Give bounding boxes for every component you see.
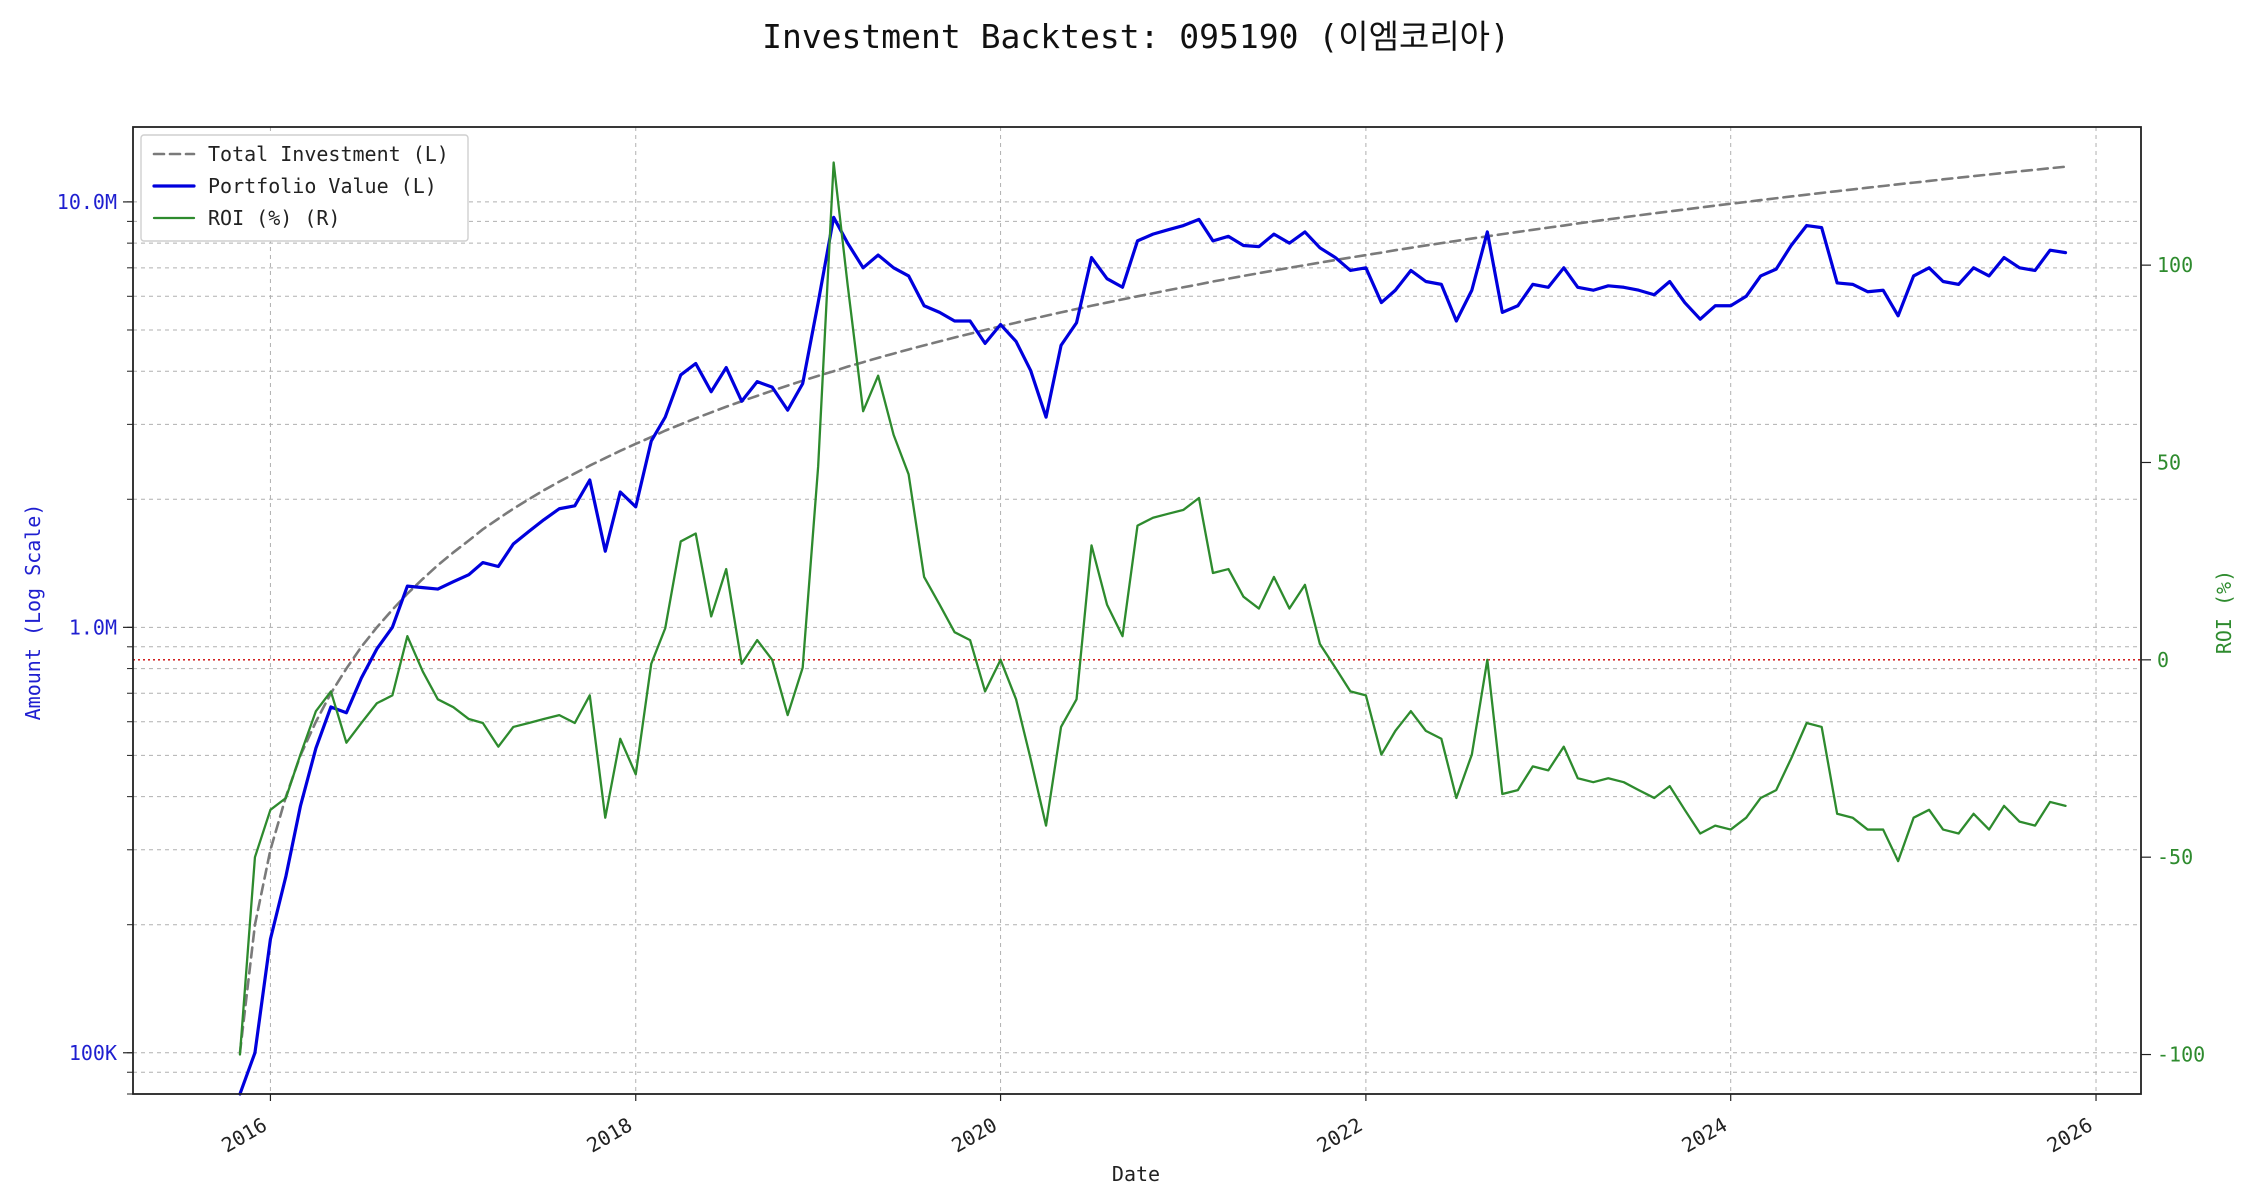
total-investment-line xyxy=(238,165,2067,1055)
legend-layer: Total Investment (L) Portfolio Value (L) R… xyxy=(140,134,469,242)
series-layer xyxy=(133,161,2141,1096)
right-tick-label: 50 xyxy=(2157,450,2181,474)
legend-box xyxy=(140,134,469,242)
axis-layer: 2016 2018 2020 2022 2024 2026100K1.0M10.0M-10… xyxy=(57,190,2205,1158)
legend-roi-label: ROI (%) (R) xyxy=(208,206,340,230)
right-tick-label: -50 xyxy=(2157,845,2193,869)
roi-line xyxy=(238,161,2067,1056)
left-tick-label: 1.0M xyxy=(69,615,117,639)
left-tick-label: 100K xyxy=(69,1041,117,1065)
right-tick-label: -100 xyxy=(2157,1043,2205,1067)
right-tick-label: 100 xyxy=(2157,253,2193,277)
right-axis-label: ROI (%) xyxy=(2212,570,2236,654)
right-tick-label: 0 xyxy=(2157,648,2169,672)
legend-total-investment-label: Total Investment (L) xyxy=(208,142,449,166)
plot-frame xyxy=(132,126,2142,1095)
left-tick-label: 10.0M xyxy=(57,190,117,214)
left-axis-label: Amount (Log Scale) xyxy=(21,504,45,721)
x-axis-label: Date xyxy=(1112,1162,1160,1186)
legend-portfolio-value-label: Portfolio Value (L) xyxy=(208,174,437,198)
chart-title: Investment Backtest: 095190 (이엠코리아) xyxy=(762,17,1510,56)
portfolio-value-line xyxy=(238,215,2068,1096)
